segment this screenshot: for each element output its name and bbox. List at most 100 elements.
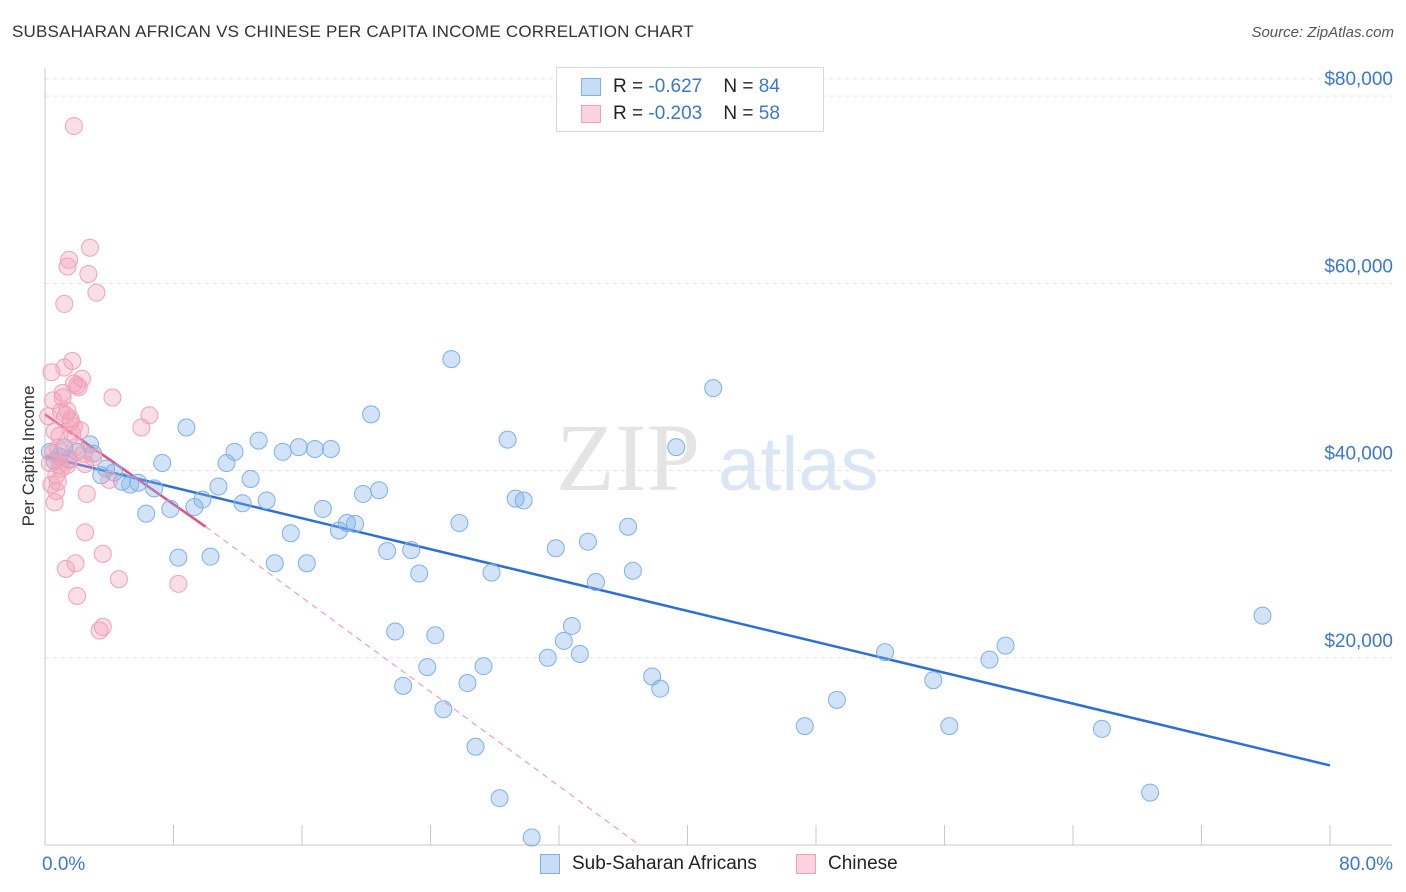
point-subsaharan <box>225 442 244 461</box>
point-chinese <box>42 363 61 382</box>
bottom-legend-swatch-blue <box>540 854 560 874</box>
point-subsaharan <box>137 504 156 523</box>
point-subsaharan <box>426 626 445 645</box>
point-subsaharan <box>289 438 308 457</box>
legend-r-label: R = <box>613 76 649 97</box>
point-subsaharan <box>1253 606 1272 625</box>
point-subsaharan <box>827 690 846 709</box>
point-chinese <box>80 238 99 257</box>
point-subsaharan <box>394 676 413 695</box>
point-subsaharan <box>281 524 300 543</box>
point-subsaharan <box>145 479 164 498</box>
point-subsaharan <box>482 563 501 582</box>
x-tick-label: 80.0% <box>1339 854 1393 875</box>
point-subsaharan <box>346 514 365 533</box>
source-label: Source: ZipAtlas.com <box>1251 24 1394 41</box>
point-chinese <box>55 294 74 313</box>
point-subsaharan <box>321 440 340 459</box>
point-chinese <box>64 117 83 136</box>
point-subsaharan <box>193 490 212 509</box>
point-subsaharan <box>177 418 196 437</box>
point-subsaharan <box>876 643 895 662</box>
point-chinese <box>109 570 128 589</box>
point-subsaharan <box>434 700 453 719</box>
data-points <box>39 117 1272 847</box>
tick-labels: $20,000 $40,000 $60,000 $80,000 0.0% 80.0% <box>42 69 1393 875</box>
y-tick-label: $20,000 <box>1324 631 1393 652</box>
legend-r-label: R = <box>613 103 649 124</box>
y-tick-label: $80,000 <box>1324 69 1393 90</box>
legend-n-value: 58 <box>758 103 780 124</box>
point-subsaharan <box>297 554 316 573</box>
legend-r-value: -0.203 <box>648 103 703 124</box>
chart-title: SUBSAHARAN AFRICAN VS CHINESE PER CAPITA… <box>12 22 694 41</box>
point-subsaharan <box>940 717 959 736</box>
bottom-legend-label: Sub-Saharan Africans <box>572 853 757 874</box>
point-subsaharan <box>450 513 469 532</box>
point-chinese <box>68 586 87 605</box>
point-subsaharan <box>578 532 597 551</box>
point-subsaharan <box>257 491 276 510</box>
point-subsaharan <box>233 494 252 513</box>
point-subsaharan <box>651 679 670 698</box>
point-subsaharan <box>570 645 589 664</box>
point-chinese <box>77 484 96 503</box>
point-subsaharan <box>1092 719 1111 738</box>
point-subsaharan <box>273 442 292 461</box>
point-subsaharan <box>924 671 943 690</box>
trend-line-chinese-extension <box>205 526 640 846</box>
point-subsaharan <box>490 789 509 808</box>
bottom-legend-label: Chinese <box>828 853 898 874</box>
point-chinese <box>84 448 103 467</box>
point-chinese <box>47 482 66 501</box>
legend-swatch-blue <box>581 78 601 96</box>
point-subsaharan <box>498 430 517 449</box>
point-subsaharan <box>418 658 437 677</box>
point-chinese <box>58 455 77 474</box>
point-chinese <box>66 554 85 573</box>
legend-r-value: -0.627 <box>648 76 703 97</box>
correlation-legend: R = -0.627 N = 84 R = -0.203 N = 58 <box>556 67 824 132</box>
point-chinese <box>60 250 79 269</box>
point-subsaharan <box>249 431 268 450</box>
point-subsaharan <box>619 517 638 536</box>
point-subsaharan <box>522 828 541 847</box>
y-tick-label: $40,000 <box>1324 444 1393 465</box>
point-subsaharan <box>704 379 723 398</box>
point-subsaharan <box>442 350 461 369</box>
point-chinese <box>45 493 64 512</box>
point-subsaharan <box>241 469 260 488</box>
point-subsaharan <box>562 616 581 635</box>
point-chinese <box>76 523 95 542</box>
point-subsaharan <box>466 737 485 756</box>
legend-n-label: N = <box>723 76 759 97</box>
point-chinese <box>100 470 119 489</box>
point-subsaharan <box>386 622 405 641</box>
point-chinese <box>71 421 90 440</box>
point-chinese <box>93 617 112 636</box>
watermark-atlas: atlas <box>718 422 879 507</box>
y-axis-label: Per Capita Income <box>19 386 38 527</box>
point-chinese <box>93 544 112 563</box>
point-subsaharan <box>474 657 493 676</box>
point-subsaharan <box>996 636 1015 655</box>
x-tick-label: 0.0% <box>42 854 85 875</box>
y-tick-label: $60,000 <box>1324 256 1393 277</box>
legend-swatch-pink <box>581 105 601 123</box>
point-subsaharan <box>514 491 533 510</box>
point-subsaharan <box>795 717 814 736</box>
point-subsaharan <box>209 477 228 496</box>
point-chinese <box>72 369 91 388</box>
point-subsaharan <box>410 564 429 583</box>
point-subsaharan <box>313 499 332 518</box>
trend-line-subsaharan <box>44 455 1331 767</box>
point-subsaharan <box>402 541 421 560</box>
point-subsaharan <box>980 650 999 669</box>
point-subsaharan <box>370 481 389 500</box>
point-subsaharan <box>169 548 188 567</box>
point-subsaharan <box>458 674 477 693</box>
point-subsaharan <box>586 572 605 591</box>
point-subsaharan <box>538 648 557 667</box>
watermark-zip: ZIP <box>556 404 700 511</box>
